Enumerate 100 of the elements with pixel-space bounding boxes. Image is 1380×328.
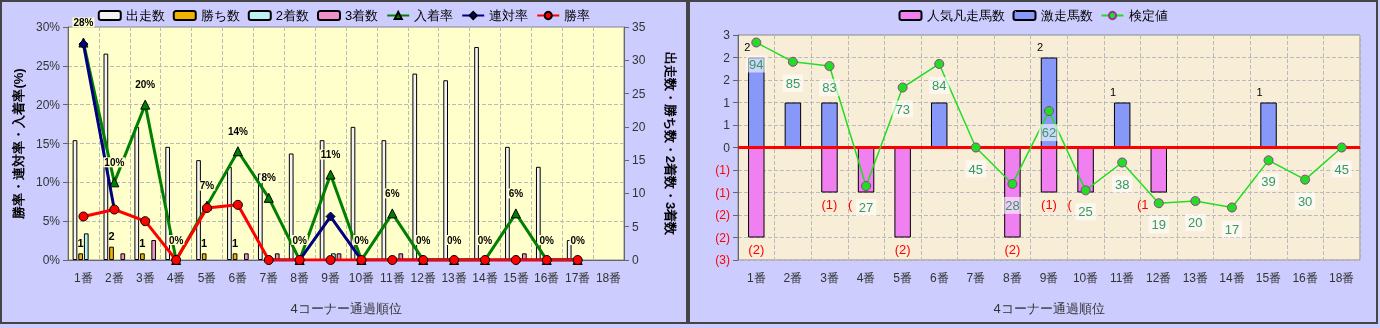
y-axis-title: 勝率・連対率・入着率(%): [11, 68, 27, 220]
x-tick-label: 8番: [290, 271, 310, 285]
data-label: 27: [858, 200, 874, 216]
data-label: (2): [748, 241, 765, 257]
x-tick-label: 18番: [1329, 271, 1355, 285]
y2-tick-label: 5: [632, 219, 639, 234]
x-tick-label: 17番: [564, 271, 591, 285]
y-tick-label: (1): [715, 163, 730, 177]
data-label: 10%: [104, 156, 125, 168]
x-tick-label: 13番: [441, 271, 467, 285]
x-tick-label: 2番: [104, 271, 124, 285]
y-tick-label: 30%: [35, 20, 61, 34]
x-tick-label: 14番: [472, 271, 498, 285]
x-tick-label: 10番: [348, 271, 375, 285]
y-tick-label: 25%: [35, 58, 61, 73]
data-label: 0%: [477, 234, 493, 246]
y-tick-label: (2): [715, 208, 730, 222]
data-label: (2): [894, 241, 911, 257]
data-label: 1: [1256, 86, 1263, 98]
y-tick-label: 3: [723, 28, 731, 42]
data-label: 0%: [539, 234, 555, 246]
data-label: (: [847, 196, 853, 212]
x-tick-label: 15番: [1255, 271, 1282, 285]
data-label: 0%: [292, 234, 307, 246]
legend-label: 検定値: [1128, 8, 1168, 23]
x-tick-label: 4番: [166, 271, 186, 285]
x-tick-label: 3番: [135, 271, 155, 285]
x-tick-label: 9番: [1039, 271, 1059, 285]
y-tick-label: 1: [723, 118, 731, 132]
legend-label: 勝ち数: [200, 8, 240, 23]
x-tick-label: 15番: [503, 271, 529, 285]
data-label: 1: [77, 236, 84, 249]
data-label: 2: [744, 41, 751, 53]
y-tick-label: (2): [715, 230, 730, 245]
x-tick-label: 6番: [228, 271, 248, 285]
y-tick-label: 1: [723, 95, 731, 110]
y2-tick-label: 0: [632, 253, 639, 267]
data-label: 73: [895, 101, 910, 117]
y-tick-label: 2: [723, 50, 731, 65]
data-label: 6%: [508, 187, 524, 199]
y-tick-label: 20%: [35, 97, 61, 112]
y-tick-label: 0: [723, 140, 731, 155]
data-label: 14%: [227, 125, 248, 137]
y2-tick-label: 35: [632, 20, 646, 34]
x-tick-label: 1番: [74, 271, 93, 285]
y2-tick-label: 30: [632, 53, 646, 68]
data-label: 39: [1261, 174, 1276, 190]
data-label: 30: [1297, 193, 1313, 209]
x-tick-label: 18番: [595, 271, 622, 285]
legend-label: 人気凡走馬数: [926, 8, 1005, 23]
legend-label: 2着数: [275, 8, 309, 23]
legend-label: 入着率: [414, 8, 454, 23]
x-tick-label: 3番: [820, 271, 839, 285]
x-tick-label: 5番: [893, 271, 912, 285]
data-label: 1: [232, 236, 239, 249]
legend-label: 3着数: [345, 8, 379, 23]
data-label: 17: [1224, 221, 1240, 237]
x-axis-title: 4コーナー通過順位: [993, 301, 1105, 316]
data-label: 1: [1110, 86, 1117, 98]
data-label: 83: [822, 80, 837, 96]
x-tick-label: 4番: [856, 271, 876, 285]
data-label: 62: [1041, 125, 1057, 141]
data-label: 0%: [446, 234, 462, 246]
data-label: 28%: [73, 17, 94, 29]
x-tick-label: 6番: [929, 271, 949, 285]
y-tick-label: (1): [715, 185, 730, 200]
data-label: 0%: [416, 234, 431, 246]
data-label: 94: [749, 56, 764, 72]
x-tick-label: 14番: [1219, 271, 1245, 285]
x-tick-label: 13番: [1182, 271, 1209, 285]
data-label: 7%: [199, 180, 215, 192]
y-tick-label: 5%: [42, 214, 61, 229]
data-label: (2): [1004, 241, 1021, 257]
data-label: (1: [1136, 196, 1149, 212]
data-label: 84: [932, 77, 947, 93]
y-tick-label: 0%: [42, 253, 61, 267]
y2-tick-label: 20: [632, 119, 646, 134]
data-label: 6%: [385, 187, 400, 199]
data-label: 45: [968, 161, 984, 177]
x-tick-label: 8番: [1003, 271, 1022, 285]
data-label: 8%: [261, 172, 277, 184]
y-tick-label: 15%: [35, 136, 61, 151]
y2-tick-label: 10: [632, 186, 646, 201]
x-tick-label: 16番: [1292, 271, 1318, 285]
x-tick-label: 12番: [410, 271, 436, 285]
data-label: 0%: [354, 234, 369, 246]
legend-label: 激走馬数: [1040, 8, 1093, 23]
data-label: 1: [201, 236, 208, 249]
x-tick-label: 10番: [1072, 271, 1099, 285]
x-tick-label: 5番: [197, 271, 217, 285]
x-tick-label: 11番: [380, 271, 405, 285]
data-label: 0%: [168, 234, 184, 246]
data-label: 2: [108, 230, 115, 243]
data-label: (1): [821, 196, 838, 212]
data-label: 11%: [320, 149, 341, 161]
data-label: 1: [139, 236, 146, 249]
x-tick-label: 7番: [259, 271, 279, 285]
y-tick-label: 2: [723, 73, 731, 87]
legend-label: 勝率: [564, 8, 591, 23]
data-label: 38: [1114, 176, 1130, 192]
